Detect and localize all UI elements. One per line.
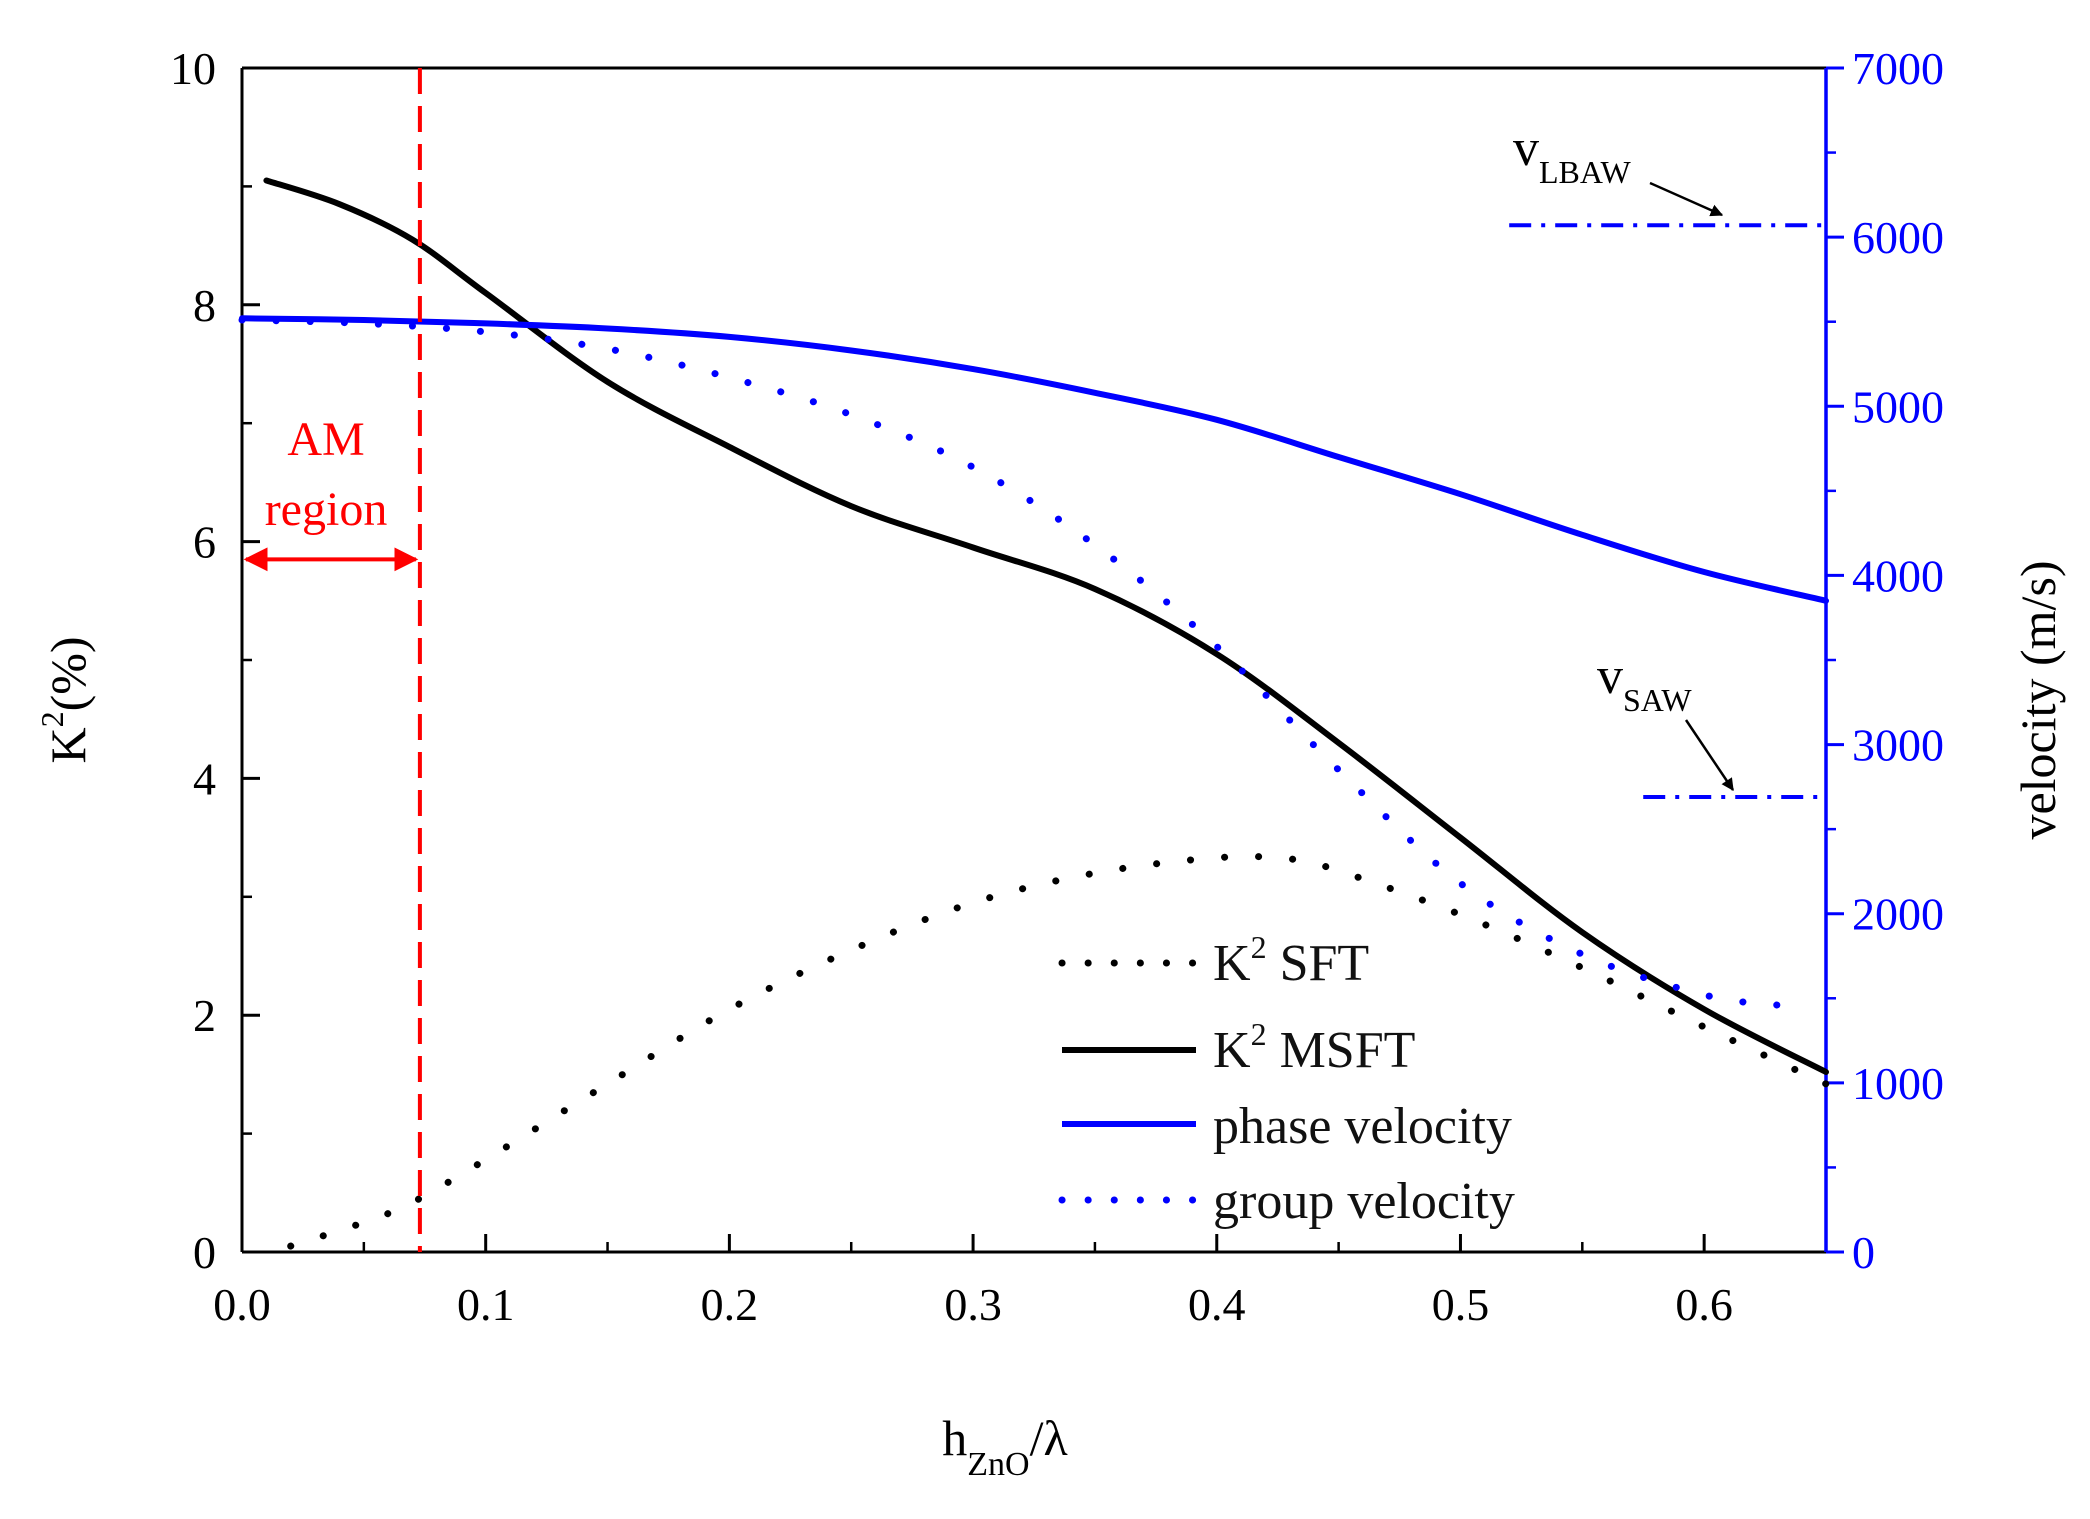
legend: K2 SFT K2 MSFT phase velocity group velo… (1058, 929, 1515, 1230)
x-tick-label: 0.6 (1675, 1279, 1733, 1330)
legend-label-k2-sft-tail: SFT (1267, 935, 1370, 992)
reference-lines (1509, 223, 1826, 800)
y-left-tick-label: 10 (170, 43, 216, 94)
y-left-tick-label: 6 (193, 517, 216, 568)
vsaw-arrow (1684, 719, 1735, 792)
y-left-axis-title-sup: 2 (34, 711, 70, 727)
y-right-tick-label: 7000 (1852, 43, 1944, 94)
left-y-axis-ticks: 0 2 4 6 8 10 (170, 43, 260, 1278)
series-line-phase-velocity (239, 315, 1829, 604)
series-line-k-sft (287, 853, 1830, 1250)
x-axis-title-sub: ZnO (967, 1446, 1029, 1483)
am-region (243, 68, 422, 1252)
x-tick-label: 0.5 (1432, 1279, 1490, 1330)
y-right-tick-label: 5000 (1852, 381, 1944, 432)
vlbaw-label-base: v (1513, 120, 1539, 177)
y-right-tick-label: 1000 (1852, 1058, 1944, 1109)
series-line-k-msft (263, 177, 1829, 1075)
y-right-tick-label: 0 (1852, 1227, 1875, 1278)
x-tick-label: 0.0 (213, 1279, 271, 1330)
y-right-tick-label: 4000 (1852, 550, 1944, 601)
legend-label-k2-msft-tail: MSFT (1267, 1022, 1416, 1079)
legend-label-k2-sft-base: K (1213, 935, 1251, 992)
y-left-tick-label: 0 (193, 1227, 216, 1278)
vsaw-label: vSAW (1597, 648, 1692, 718)
right-y-axis-ticks: 0 1000 2000 3000 4000 5000 6000 7000 (1826, 43, 1944, 1278)
y-right-tick-label: 2000 (1852, 889, 1944, 940)
vlbaw-arrow (1649, 181, 1724, 217)
x-tick-label: 0.3 (944, 1279, 1002, 1330)
y-left-tick-label: 2 (193, 990, 216, 1041)
am-label-line1: AM (287, 413, 364, 466)
legend-label-k2-sft-sup: 2 (1251, 929, 1267, 965)
legend-label-k2-msft: K2 MSFT (1213, 1016, 1415, 1079)
vsaw-label-sub: SAW (1623, 682, 1692, 718)
legend-label-k2-msft-base: K (1213, 1022, 1251, 1079)
plot-frame (240, 66, 1828, 1254)
x-axis-title-main: h (942, 1410, 967, 1466)
y-right-tick-label: 3000 (1852, 720, 1944, 771)
vsaw-label-base: v (1597, 648, 1623, 705)
series-layer (238, 177, 1830, 1250)
vlbaw-label: vLBAW (1513, 120, 1631, 190)
y-left-axis-title-base: K (40, 727, 96, 763)
y-right-axis-title: velocity (m/s) (2010, 560, 2066, 839)
y-left-tick-label: 8 (193, 280, 216, 331)
legend-label-group-velocity: group velocity (1213, 1173, 1515, 1230)
y-left-axis-title: K2(%) (34, 636, 96, 763)
x-tick-label: 0.2 (701, 1279, 759, 1330)
legend-label-k2-msft-sup: 2 (1251, 1016, 1267, 1052)
x-axis-ticks: 0.0 0.1 0.2 0.3 0.4 0.5 0.6 (213, 1234, 1733, 1330)
legend-label-phase-velocity: phase velocity (1213, 1098, 1512, 1155)
legend-label-k2-sft: K2 SFT (1213, 929, 1369, 992)
x-tick-label: 0.1 (457, 1279, 515, 1330)
x-axis-title: hZnO/λ (942, 1410, 1067, 1483)
y-left-tick-label: 4 (193, 753, 216, 804)
y-right-tick-label: 6000 (1852, 212, 1944, 263)
y-left-axis-title-tail: (%) (40, 636, 96, 711)
vlbaw-label-sub: LBAW (1539, 154, 1631, 190)
x-axis-title-tail: /λ (1030, 1410, 1068, 1466)
am-label-line2: region (265, 483, 388, 536)
x-tick-label: 0.4 (1188, 1279, 1246, 1330)
